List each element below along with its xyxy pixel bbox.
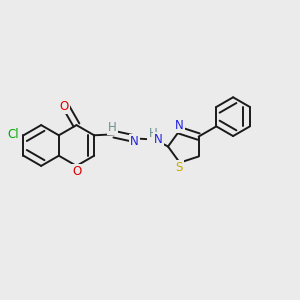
Text: Cl: Cl (7, 128, 19, 141)
Text: N: N (175, 119, 184, 132)
Text: N: N (130, 136, 139, 148)
Text: O: O (73, 165, 82, 178)
Text: N: N (154, 133, 163, 146)
Text: H: H (108, 121, 117, 134)
Text: S: S (176, 161, 183, 174)
Text: H: H (148, 127, 157, 140)
Text: O: O (59, 100, 68, 113)
